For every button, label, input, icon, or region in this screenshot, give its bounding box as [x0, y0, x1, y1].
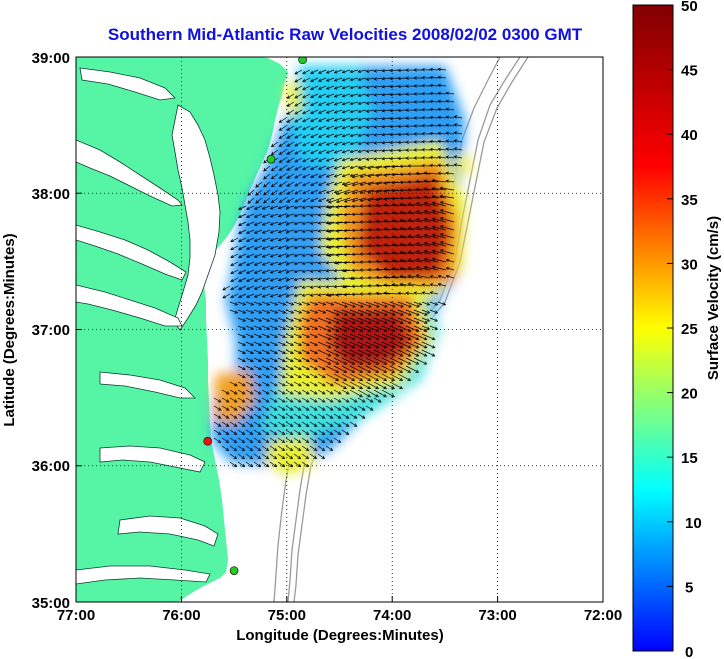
colorbar: 50 45 40 35 30 25 20 15 10 5 0 Surface V… — [632, 0, 722, 659]
x-axis: 77:00 76:00 75:00 74:00 73:00 72:00 Long… — [57, 596, 622, 644]
x-tick-label: 75:00 — [268, 607, 306, 624]
colorbar-tick-label: 10 — [685, 515, 702, 532]
colorbar-tick-label: 5 — [685, 579, 693, 596]
colorbar-tick-label: 50 — [681, 0, 698, 15]
x-tick-label: 74:00 — [373, 607, 411, 624]
radar-station-marker — [203, 436, 213, 446]
x-axis-label: Longitude (Degrees:Minutes) — [236, 627, 444, 644]
radar-station-marker — [229, 566, 239, 575]
colorbar-tick-label: 45 — [681, 63, 698, 80]
bay-waters — [76, 67, 221, 585]
y-tick-label: 37:00 — [32, 322, 70, 339]
colorbar-tick-label: 20 — [681, 386, 698, 403]
x-tick-label: 76:00 — [162, 607, 200, 624]
colorbar-tick-label: 0 — [685, 644, 693, 659]
colorbar-tick-label: 25 — [681, 321, 698, 338]
colorbar-label: Surface Velocity (cm/s) — [705, 216, 722, 380]
radar-station-marker — [266, 154, 276, 164]
colorbar-tick-label: 35 — [681, 192, 698, 209]
colorbar-tick-label: 30 — [681, 256, 698, 273]
y-axis: 39:00 38:00 37:00 36:00 35:00 Latitude (… — [1, 50, 82, 612]
x-tick-label: 72:00 — [584, 607, 622, 624]
map-area — [76, 57, 603, 602]
y-axis-label: Latitude (Degrees:Minutes) — [1, 233, 18, 426]
y-tick-label: 35:00 — [32, 595, 70, 612]
chart-title: Southern Mid-Atlantic Raw Velocities 200… — [108, 25, 583, 44]
colorbar-gradient — [632, 4, 674, 652]
radar-stations — [203, 57, 307, 575]
grid — [76, 57, 603, 602]
y-tick-label: 36:00 — [32, 458, 70, 475]
colorbar-tick-label: 40 — [681, 127, 698, 144]
colorbar-tick-label: 15 — [681, 450, 698, 467]
radar-station-marker — [298, 57, 307, 65]
velocity-arrows — [213, 67, 463, 468]
y-tick-label: 38:00 — [32, 186, 70, 203]
velocity-field — [212, 66, 470, 475]
y-tick-label: 39:00 — [32, 50, 70, 67]
vector-arrow-set — [213, 67, 463, 468]
x-tick-label: 77:00 — [57, 607, 95, 624]
x-tick-label: 73:00 — [478, 607, 516, 624]
